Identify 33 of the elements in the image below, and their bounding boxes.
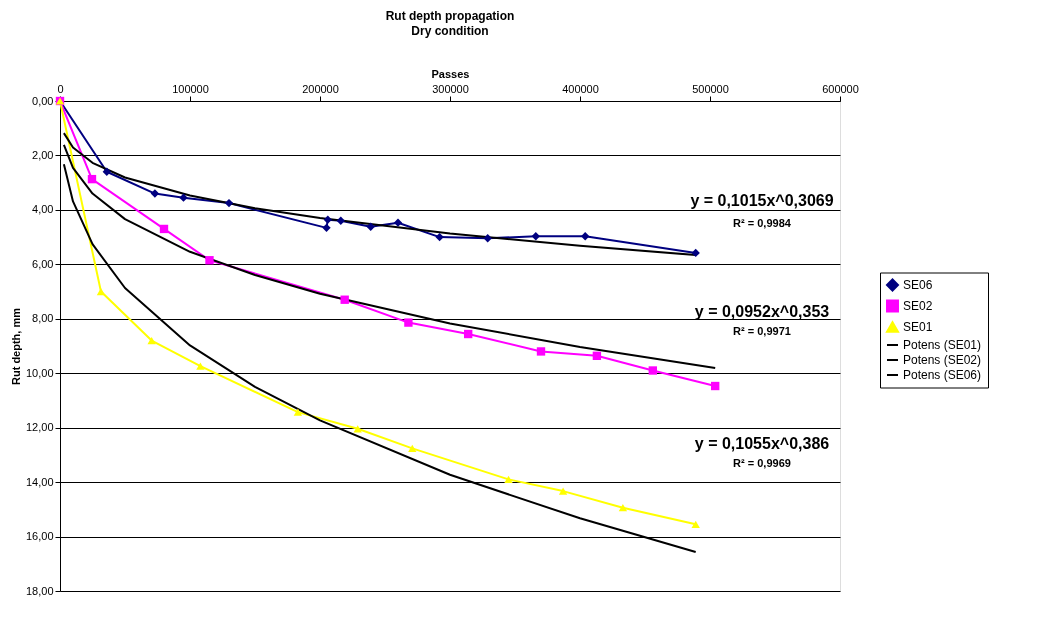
y-tick-label: 0,00	[32, 94, 54, 107]
y-tick-label: 4,00	[32, 203, 54, 216]
x-tick-label: 300000	[432, 82, 469, 95]
y-tick-label: 12,00	[25, 421, 54, 434]
annotation: y = 0,1015x^0,3069	[690, 192, 834, 210]
legend-label: Potens (SE06)	[903, 368, 982, 382]
y-tick-label: 6,00	[32, 257, 54, 270]
x-tick-label: 100000	[172, 82, 209, 95]
y-tick-label: 18,00	[25, 584, 54, 597]
x-tick-label: 200000	[302, 82, 339, 95]
y-tick-label: 8,00	[32, 312, 54, 325]
annotation: R² = 0,9971	[733, 325, 791, 338]
x-tick-label: 0	[57, 82, 64, 95]
annotation: R² = 0,9969	[733, 456, 791, 469]
y-tick-label: 16,00	[25, 530, 54, 543]
legend-label: Potens (SE01)	[903, 338, 982, 352]
chart-title: Rut depth propagation	[385, 9, 515, 23]
chart-subtitle: Dry condition	[411, 24, 489, 38]
x-tick-label: 500000	[692, 82, 729, 95]
annotation: R² = 0,9984	[733, 216, 792, 229]
y-tick-label: 10,00	[25, 366, 54, 379]
annotation: y = 0,0952x^0,353	[694, 302, 830, 320]
legend-label: SE06	[903, 278, 933, 292]
x-tick-label: 400000	[562, 82, 599, 95]
legend-label: Potens (SE02)	[903, 353, 982, 367]
legend-label: SE02	[903, 299, 933, 313]
y-tick-label: 2,00	[32, 148, 54, 161]
y-tick-label: 14,00	[25, 475, 54, 488]
x-tick-label: 600000	[822, 82, 859, 95]
x-axis-title: Passes	[431, 67, 470, 80]
annotation: y = 0,1055x^0,386	[694, 435, 830, 452]
y-axis-title: Rut depth, mm	[9, 307, 22, 385]
legend-label: SE01	[903, 320, 933, 334]
